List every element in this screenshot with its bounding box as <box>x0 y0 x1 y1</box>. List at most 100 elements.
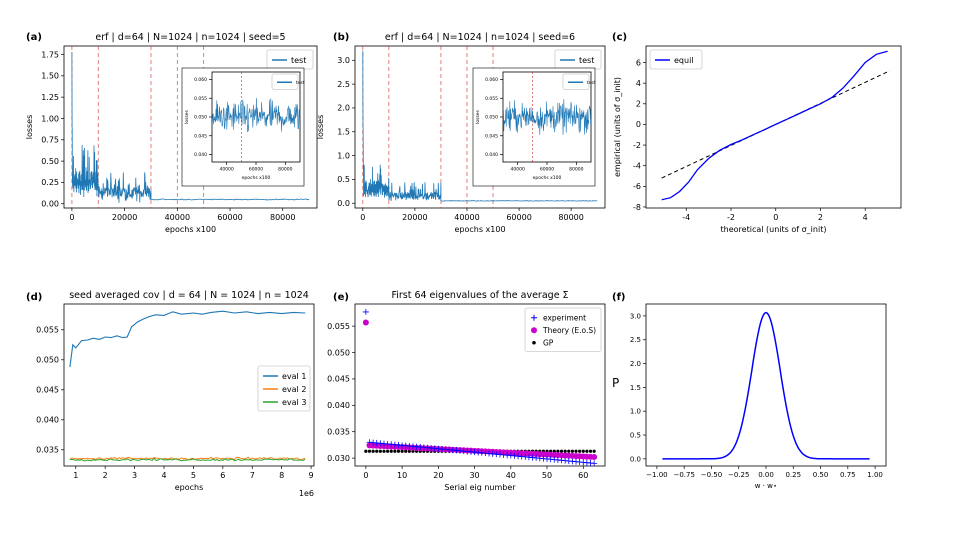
y-tick-label: 2 <box>636 100 641 109</box>
x-tick-label: 1.00 <box>867 471 883 479</box>
legend-label: test <box>579 56 594 65</box>
chart-f: −1.00 −0.75 −0.50 −0.25 0.00 0.25 0.50 0.75 1.00… <box>612 303 887 490</box>
y-tick-label: 0.040 <box>194 152 207 158</box>
gp-point <box>592 449 596 453</box>
x-tick-label: 2 <box>818 213 823 222</box>
panel-label: (b) <box>333 32 349 43</box>
plot-frame <box>354 45 606 209</box>
y-tick-label: 0.045 <box>36 386 59 395</box>
y-tick-label: 0.050 <box>327 348 350 357</box>
x-offset-label: 1e6 <box>299 489 314 498</box>
y-tick-label: 1.0 <box>630 408 641 416</box>
y-tick-label: 3.0 <box>337 56 350 65</box>
legend-label: experiment <box>543 313 586 322</box>
eval-3-line <box>69 457 306 462</box>
y-tick-label: 1.0 <box>337 151 350 160</box>
y-axis-label: losses <box>316 115 325 140</box>
y-tick-label: 0.035 <box>327 428 350 437</box>
y-tick-label: 0.055 <box>36 326 59 335</box>
gp-point <box>574 449 578 453</box>
y-tick-label: 1.5 <box>337 128 350 137</box>
panel-label: (a) <box>26 32 42 43</box>
x-axis-label: w · w⋆ <box>755 482 778 490</box>
gp-point <box>371 449 375 453</box>
chart-d: 1 2 3 4 5 6 7 8 9 0.035 0.040 0.045 0.050 0.055 seed a… <box>36 290 315 498</box>
y-tick-label: 3.0 <box>630 312 641 320</box>
gp-point <box>563 449 567 453</box>
legend-swatch <box>532 340 536 345</box>
y-tick-label: 0.040 <box>327 401 350 410</box>
x-tick-label: 80000 <box>558 213 583 222</box>
legend-label: test <box>296 80 305 86</box>
y-tick-label: 0.060 <box>485 77 498 83</box>
inset-loss-line <box>211 97 301 133</box>
legend-label: Theory (E.o.S) <box>542 326 596 335</box>
chart-a: 0 20000 40000 60000 80000 0.00 0.25 0.50 0.75 1.0… <box>25 32 318 234</box>
gp-point <box>364 449 368 453</box>
y-tick-label: 0.055 <box>485 96 498 102</box>
y-tick-label: 1.5 <box>630 384 641 392</box>
y-tick-label: 0.050 <box>485 115 498 121</box>
panel-label: (f) <box>612 292 626 303</box>
legend-label: test <box>291 56 306 65</box>
y-tick-label: 2.0 <box>337 104 350 113</box>
gp-point <box>556 449 560 453</box>
gp-point <box>389 449 393 453</box>
experiment-point <box>362 308 369 315</box>
x-tick-label: 7 <box>250 471 255 480</box>
x-tick-label: 0 <box>363 471 368 480</box>
x-tick-label: 6 <box>220 471 225 480</box>
x-tick-label: −0.50 <box>701 471 722 479</box>
x-tick-label: 40000 <box>165 213 190 222</box>
y-tick-label: 0.0 <box>337 199 350 208</box>
x-axis-label: epochs x100 <box>165 225 216 234</box>
gp-point <box>386 449 390 453</box>
x-tick-label: 60 <box>578 471 588 480</box>
x-tick-label: 1 <box>73 471 78 480</box>
gp-point <box>393 449 397 453</box>
y-tick-label: 1.00 <box>41 114 59 123</box>
chart-c: -4 -2 0 2 4 -8 -6 -4 -2 0 2 4 6 theoretical (units of… <box>613 45 902 234</box>
y-axis-label: losses <box>25 115 34 140</box>
y-tick-label: 0.25 <box>41 178 59 187</box>
x-tick-label: 9 <box>309 471 314 480</box>
x-tick-label: −1.00 <box>646 471 667 479</box>
gp-point <box>585 449 589 453</box>
x-tick-label: 0.25 <box>785 471 801 479</box>
x-axis-label: epochs x100 <box>242 175 271 181</box>
gp-point <box>382 449 386 453</box>
panel-label: (c) <box>612 32 627 43</box>
y-tick-label: 0.050 <box>36 356 59 365</box>
gp-point <box>578 449 582 453</box>
x-tick-label: 4 <box>161 471 166 480</box>
x-tick-label: 0 <box>773 213 778 222</box>
panel-label: (e) <box>333 292 349 303</box>
gp-point <box>407 449 411 453</box>
x-tick-label: -2 <box>727 213 735 222</box>
inset-loss-line <box>502 99 592 135</box>
legend-box <box>257 365 311 412</box>
y-tick-label: 0.045 <box>485 133 498 139</box>
gp-point <box>570 449 574 453</box>
x-tick-label: 20000 <box>402 213 427 222</box>
chart-title: seed averaged cov | d = 64 | N = 1024 | … <box>69 290 309 301</box>
x-tick-label: 0.50 <box>813 471 829 479</box>
x-tick-label: 60000 <box>540 167 554 173</box>
x-axis-label: epochs x100 <box>454 225 505 234</box>
x-tick-label: 0 <box>360 213 365 222</box>
gp-point <box>396 449 401 453</box>
gp-point <box>567 449 571 453</box>
y-tick-label: 0.040 <box>485 152 498 158</box>
y-tick-label: 0.5 <box>630 431 641 439</box>
x-tick-label: 40000 <box>454 213 479 222</box>
x-tick-label: 0.00 <box>758 471 774 479</box>
x-tick-label: 60000 <box>217 213 242 222</box>
x-tick-label: 50 <box>542 471 552 480</box>
y-tick-label: 0.055 <box>194 96 207 102</box>
chart-title: erf | d=64 | N=1024 | n=1024 | seed=5 <box>95 32 285 43</box>
x-axis-label: theoretical (units of σ_init) <box>721 225 827 234</box>
x-tick-label: 4 <box>863 213 868 222</box>
gp-point <box>559 449 564 453</box>
chart-b: 0 20000 40000 60000 80000 0.0 0.5 1.0 1.5 2.0 2.5 3… <box>316 32 606 234</box>
